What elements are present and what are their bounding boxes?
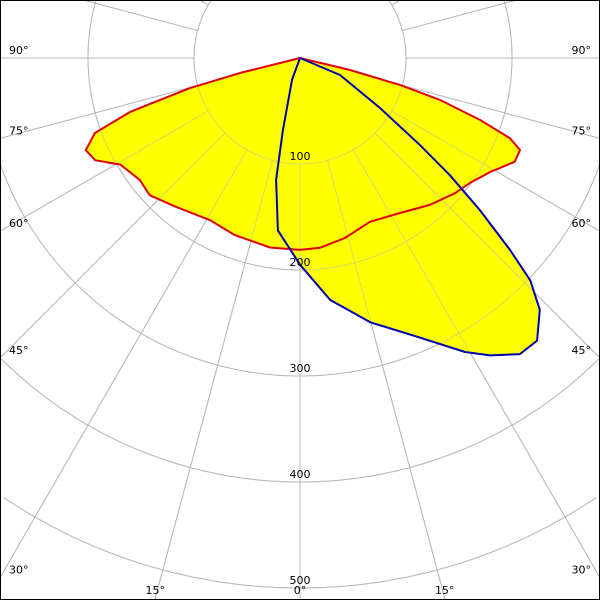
angle-label: 60°: [9, 217, 29, 230]
grid-radial-line: [0, 149, 248, 578]
grid-radial-line: [391, 110, 600, 232]
angle-label: 75°: [9, 124, 29, 137]
curve-fill-1: [276, 58, 540, 356]
angle-label: 45°: [9, 344, 29, 357]
curves: [84, 57, 541, 357]
angle-label: 90°: [572, 44, 592, 57]
angle-label: 15°: [435, 584, 455, 597]
grid-radial-line: [0, 84, 198, 139]
angle-label: 60°: [572, 217, 592, 230]
curve-line-1: [275, 57, 541, 357]
labels: 100 200 300 400 500 90° 90° 75° 75° 60° 60° 45° 45° 3…: [9, 44, 591, 597]
radial-tick-label: 200: [290, 256, 311, 269]
angle-label: 45°: [572, 344, 592, 357]
grid-radial-line: [352, 149, 600, 578]
grid-radial-line: [402, 84, 600, 139]
radial-tick-label: 400: [290, 468, 311, 481]
angle-label: 0°: [294, 584, 307, 597]
angle-label: 30°: [572, 564, 592, 577]
grid-radial-line: [374, 132, 600, 359]
grid-radial-line: [402, 0, 517, 32]
grid-radial-line: [154, 160, 274, 600]
angle-label: 30°: [9, 564, 29, 577]
angle-label: 90°: [9, 44, 29, 57]
grid-radial-line: [0, 132, 226, 359]
grid-circle: [87, 1, 513, 271]
radial-tick-label: 300: [290, 362, 311, 375]
radial-tick-label: 100: [290, 150, 311, 163]
angle-label: 15°: [146, 584, 166, 597]
angle-label: 75°: [572, 124, 592, 137]
grid-radial-line: [0, 110, 209, 232]
curve-fills: [85, 58, 540, 356]
radial-tick-label: 500: [290, 574, 311, 587]
grid-radial-line: [326, 160, 446, 600]
grid-circle: [193, 0, 407, 165]
curve-line-0: [84, 57, 521, 251]
grid-radial-line: [83, 0, 198, 32]
